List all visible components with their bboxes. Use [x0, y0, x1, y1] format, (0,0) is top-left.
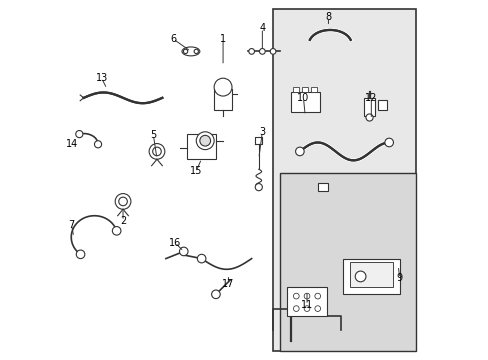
Bar [364, 98, 374, 116]
Circle shape [115, 194, 131, 209]
Circle shape [314, 306, 320, 311]
Bar [214, 89, 231, 111]
Bar [302, 87, 307, 93]
Circle shape [149, 144, 164, 159]
Text: 17: 17 [222, 279, 234, 289]
Circle shape [112, 226, 121, 235]
Text: 16: 16 [168, 238, 181, 248]
Circle shape [314, 293, 320, 299]
Circle shape [255, 184, 262, 191]
Bar [342, 258, 399, 294]
Circle shape [183, 49, 187, 54]
Bar [317, 183, 328, 192]
Text: 12: 12 [365, 93, 377, 103]
Text: 4: 4 [259, 23, 265, 33]
Bar [293, 87, 299, 93]
Text: 7: 7 [68, 220, 75, 230]
Text: 8: 8 [325, 13, 331, 22]
Circle shape [293, 306, 299, 311]
Circle shape [270, 49, 275, 54]
FancyBboxPatch shape [280, 173, 415, 351]
Circle shape [76, 131, 83, 138]
Bar [290, 93, 319, 112]
Circle shape [194, 49, 198, 54]
Bar [287, 287, 326, 316]
Circle shape [304, 306, 309, 311]
Circle shape [293, 293, 299, 299]
Circle shape [295, 147, 304, 156]
Text: 15: 15 [190, 166, 202, 176]
Circle shape [354, 271, 365, 282]
Text: 14: 14 [65, 139, 78, 149]
Text: 13: 13 [95, 73, 107, 83]
Circle shape [200, 135, 210, 146]
FancyBboxPatch shape [272, 9, 415, 351]
Circle shape [196, 132, 214, 150]
Text: 9: 9 [396, 273, 402, 283]
Circle shape [384, 138, 393, 147]
Circle shape [152, 147, 161, 156]
Text: 10: 10 [297, 93, 309, 103]
Circle shape [248, 49, 254, 54]
Text: 6: 6 [170, 34, 176, 44]
Circle shape [304, 293, 309, 299]
Circle shape [179, 247, 188, 256]
Text: 5: 5 [150, 130, 156, 140]
Bar [378, 100, 386, 111]
Text: 11: 11 [300, 300, 312, 310]
Text: 1: 1 [220, 34, 225, 44]
Text: 2: 2 [120, 216, 126, 226]
Bar [311, 87, 316, 93]
Bar [349, 262, 392, 287]
Circle shape [94, 141, 102, 148]
Circle shape [259, 49, 264, 54]
Circle shape [197, 254, 205, 263]
Circle shape [211, 290, 220, 298]
Bar [187, 134, 216, 158]
Circle shape [214, 78, 231, 96]
Circle shape [119, 197, 127, 206]
Ellipse shape [182, 47, 200, 56]
Text: 3: 3 [259, 127, 265, 137]
Circle shape [365, 114, 372, 121]
Circle shape [76, 250, 84, 258]
